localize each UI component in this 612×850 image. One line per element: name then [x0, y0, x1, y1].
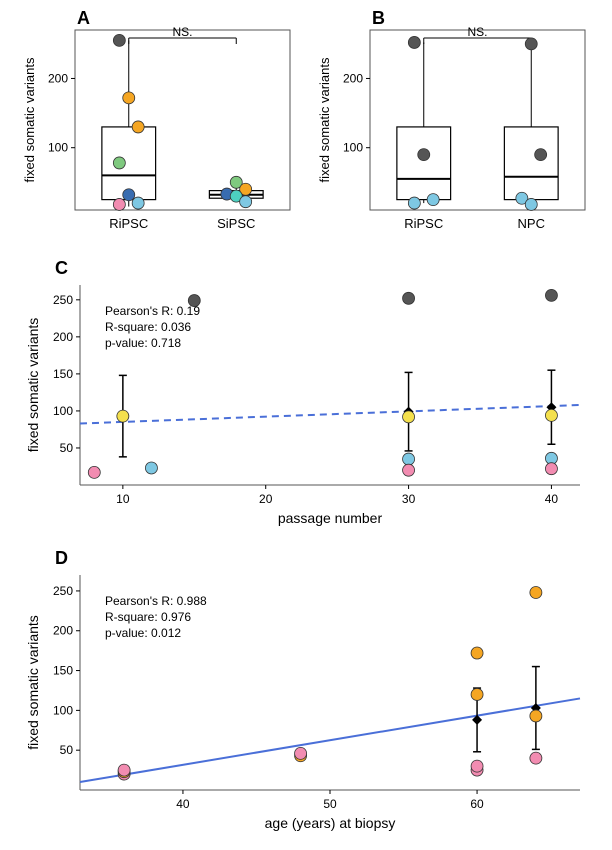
svg-text:200: 200 [48, 71, 68, 85]
svg-text:200: 200 [343, 71, 363, 85]
svg-text:fixed somatic variants: fixed somatic variants [25, 318, 41, 453]
svg-text:fixed somatic variants: fixed somatic variants [22, 57, 37, 182]
svg-text:A: A [77, 10, 90, 28]
svg-text:150: 150 [53, 367, 73, 381]
svg-text:100: 100 [343, 141, 363, 155]
svg-text:200: 200 [53, 624, 73, 638]
svg-text:10: 10 [116, 492, 130, 506]
svg-text:C: C [55, 260, 68, 278]
panel-c: C 10 20 30 40 50 100 150 200 250 passage number fix… [20, 260, 595, 530]
svg-text:B: B [372, 10, 385, 28]
svg-text:NPC: NPC [518, 216, 545, 231]
svg-text:R-square: 0.976: R-square: 0.976 [105, 610, 191, 624]
panel-a: A 100 200 fixed somatic variants RiPSC SiPSC N… [20, 10, 300, 240]
svg-text:150: 150 [53, 664, 73, 678]
svg-text:40: 40 [545, 492, 559, 506]
svg-text:100: 100 [53, 703, 73, 717]
svg-text:50: 50 [60, 441, 74, 455]
svg-text:age (years) at biopsy: age (years) at biopsy [265, 815, 396, 831]
svg-text:250: 250 [53, 293, 73, 307]
svg-text:passage number: passage number [278, 510, 383, 526]
panel-b: B 100 200 fixed somatic variants RiPSC NPC NS. [315, 10, 595, 240]
svg-text:30: 30 [402, 492, 416, 506]
svg-text:50: 50 [60, 743, 74, 757]
svg-text:60: 60 [470, 797, 484, 811]
svg-text:RiPSC: RiPSC [404, 216, 443, 231]
svg-text:fixed somatic variants: fixed somatic variants [25, 615, 41, 750]
svg-text:fixed somatic variants: fixed somatic variants [317, 57, 332, 182]
svg-text:D: D [55, 550, 68, 568]
svg-text:Pearson's R: 0.19: Pearson's R: 0.19 [105, 304, 200, 318]
svg-text:p-value: 0.718: p-value: 0.718 [105, 336, 181, 350]
svg-text:Pearson's R: 0.988: Pearson's R: 0.988 [105, 594, 207, 608]
svg-text:100: 100 [53, 404, 73, 418]
svg-text:40: 40 [176, 797, 190, 811]
svg-text:NS.: NS. [172, 25, 192, 39]
svg-text:p-value: 0.012: p-value: 0.012 [105, 626, 181, 640]
svg-text:100: 100 [48, 141, 68, 155]
svg-text:20: 20 [259, 492, 273, 506]
svg-text:NS.: NS. [467, 25, 487, 39]
svg-text:250: 250 [53, 584, 73, 598]
svg-text:50: 50 [323, 797, 337, 811]
svg-text:R-square: 0.036: R-square: 0.036 [105, 320, 191, 334]
panel-d: D 40 50 60 50 100 150 200 250 age (years) at biop… [20, 550, 595, 835]
svg-text:RiPSC: RiPSC [109, 216, 148, 231]
svg-text:SiPSC: SiPSC [217, 216, 255, 231]
svg-text:200: 200 [53, 330, 73, 344]
